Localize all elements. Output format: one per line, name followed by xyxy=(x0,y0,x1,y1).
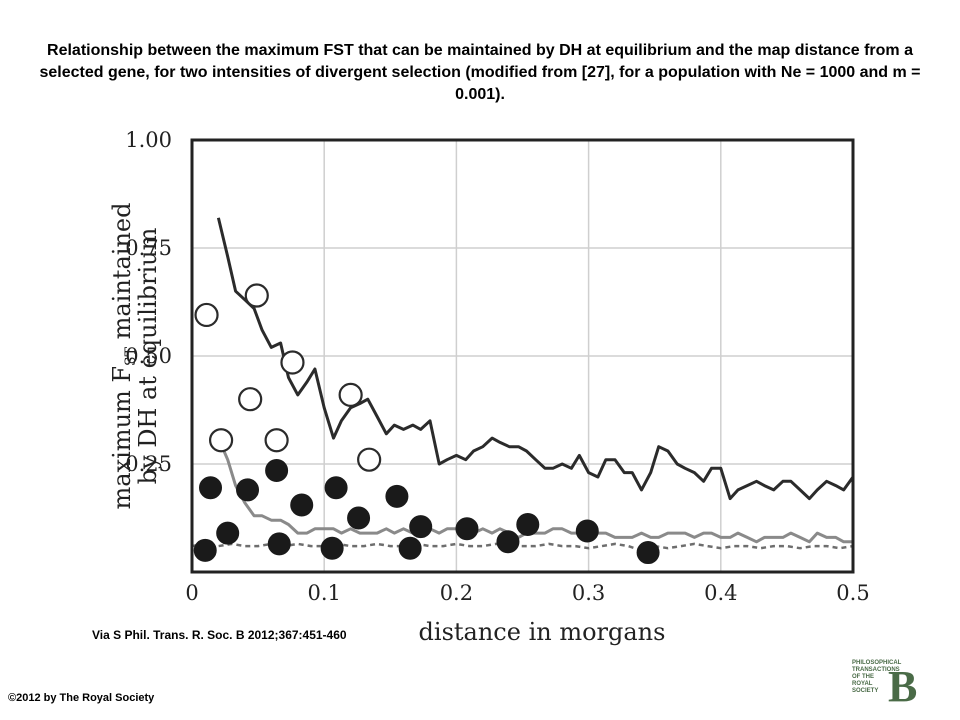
x-tick-label: 0 xyxy=(185,581,198,605)
filled-point xyxy=(193,538,217,562)
open-point xyxy=(280,350,305,375)
filled-point xyxy=(398,536,422,560)
filled-point xyxy=(199,476,223,500)
logo-mark: B xyxy=(888,662,918,711)
filled-point xyxy=(455,517,479,541)
filled-point xyxy=(216,521,240,545)
x-tick-labels: 0 0.1 0.2 0.3 0.4 0.5 xyxy=(185,581,869,605)
y-tick-label: 1.00 xyxy=(125,128,172,152)
y-axis-label: maximum FST maintained by DH at equilibr… xyxy=(108,203,162,510)
series-layer xyxy=(191,217,855,565)
open-point xyxy=(244,283,269,308)
x-tick-label: 0.5 xyxy=(836,581,869,605)
y-tick-label: 0.50 xyxy=(125,344,172,368)
open-point xyxy=(338,382,363,407)
filled-point xyxy=(324,476,348,500)
publisher-logo: Philosophical Transactions of The Royal … xyxy=(852,660,918,712)
chart-title: Relationship between the maximum FST tha… xyxy=(39,42,921,103)
filled-point xyxy=(265,458,289,482)
y-axis-label-line2: by DH at equilibrium xyxy=(134,227,162,484)
filled-point xyxy=(636,541,660,565)
y-tick-labels: 0.25 0.50 0.75 1.00 xyxy=(125,128,172,476)
filled-point xyxy=(496,530,520,554)
filled-point xyxy=(409,515,433,539)
dashed-gray-line xyxy=(191,542,854,552)
filled-point xyxy=(575,519,599,543)
filled-point xyxy=(236,478,260,502)
y-tick-label: 0.75 xyxy=(125,236,172,260)
open-point xyxy=(238,387,263,412)
x-tick-label: 0.3 xyxy=(572,581,605,605)
solid-dark-line xyxy=(216,217,855,501)
filled-point xyxy=(320,536,344,560)
filled-point xyxy=(385,484,409,508)
open-point xyxy=(208,428,234,453)
open-point xyxy=(264,428,289,453)
y-axis-label-line1: maximum FST maintained xyxy=(108,203,139,510)
logo-text: Philosophical Transactions of The Royal … xyxy=(852,660,902,694)
filled-point xyxy=(267,532,291,556)
copyright-notice: ©2012 by The Royal Society xyxy=(8,692,155,704)
solid-gray-line xyxy=(217,437,853,544)
x-axis-label: distance in morgans xyxy=(419,618,666,646)
plot-frame xyxy=(190,138,855,574)
filled-point xyxy=(516,512,540,536)
y-tick-label: 0.25 xyxy=(125,452,172,476)
filled-point xyxy=(347,506,371,530)
source-citation: Via S Phil. Trans. R. Soc. B 2012;367:45… xyxy=(92,628,347,642)
x-tick-label: 0.1 xyxy=(307,581,340,605)
filled-point xyxy=(290,493,314,517)
open-point xyxy=(357,447,382,472)
x-tick-label: 0.2 xyxy=(440,581,473,605)
open-point xyxy=(194,302,219,328)
x-tick-label: 0.4 xyxy=(704,581,737,605)
